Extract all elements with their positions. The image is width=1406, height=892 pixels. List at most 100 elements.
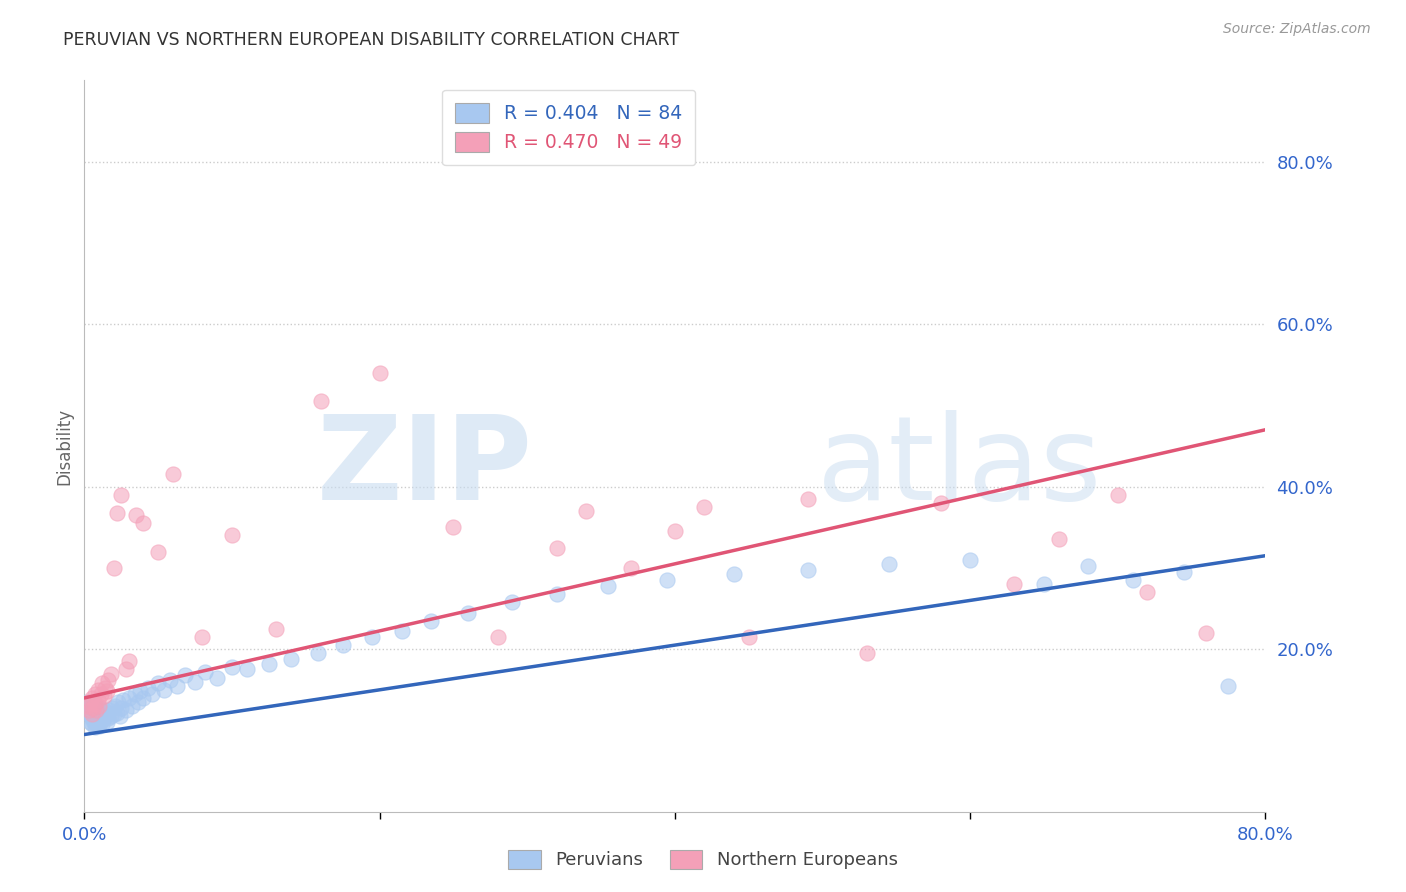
Point (86, 715, 108, 730)
Point (89, 719, 111, 733)
Point (132, 516, 155, 531)
Point (84, 717, 107, 731)
Point (89, 711, 111, 725)
Point (110, 700, 132, 714)
Point (79, 715, 101, 730)
Point (84, 703, 107, 717)
Point (194, 665, 217, 679)
Point (723, 567, 745, 582)
Point (796, 562, 818, 576)
Point (166, 679, 188, 693)
Point (141, 687, 163, 701)
Point (501, 595, 523, 609)
Text: ZIP: ZIP (318, 410, 533, 525)
Point (738, 630, 761, 644)
Point (307, 646, 329, 660)
Point (1136, 585, 1159, 599)
Point (664, 524, 686, 539)
Point (619, 561, 641, 575)
Point (486, 630, 509, 644)
Point (162, 467, 184, 482)
Point (598, 579, 620, 593)
Point (309, 394, 332, 409)
Point (91, 708, 114, 723)
Point (132, 690, 155, 705)
Point (257, 657, 280, 671)
Point (82, 700, 104, 714)
Point (1047, 533, 1070, 547)
Point (264, 622, 288, 636)
Point (1077, 559, 1099, 574)
Point (1195, 626, 1218, 640)
Point (90, 687, 112, 701)
Point (105, 506, 128, 520)
Point (82, 708, 104, 723)
Point (80, 706, 103, 720)
Point (89, 699, 111, 714)
Point (86, 682, 108, 697)
Point (98, 703, 121, 717)
Point (90, 706, 112, 720)
Point (221, 528, 243, 542)
Point (877, 557, 900, 571)
Point (929, 496, 952, 510)
Point (77, 703, 100, 717)
Point (110, 488, 132, 502)
Point (76, 699, 98, 714)
Point (94, 708, 117, 723)
Point (361, 630, 384, 644)
Point (855, 646, 877, 660)
Point (80, 698, 103, 712)
Text: Source: ZipAtlas.com: Source: ZipAtlas.com (1223, 22, 1371, 37)
Point (693, 500, 716, 514)
Point (114, 663, 136, 677)
Point (114, 703, 136, 717)
Point (457, 606, 479, 620)
Point (94, 681, 117, 696)
Point (93, 703, 115, 717)
Point (76, 695, 98, 709)
Point (103, 561, 125, 575)
Point (93, 690, 115, 704)
Point (100, 708, 122, 723)
Point (575, 504, 598, 518)
Point (153, 682, 176, 697)
Point (103, 707, 125, 722)
Point (420, 614, 443, 628)
Point (97, 711, 120, 725)
Point (118, 654, 141, 668)
Point (127, 695, 149, 709)
Point (124, 687, 146, 701)
Point (84, 703, 107, 717)
Point (84, 708, 107, 723)
Point (107, 695, 129, 709)
Point (83, 698, 105, 712)
Point (91, 676, 114, 690)
Point (159, 673, 181, 687)
Point (125, 508, 148, 522)
Point (368, 366, 391, 380)
Legend: Peruvians, Northern Europeans: Peruvians, Northern Europeans (499, 841, 907, 879)
Point (1004, 577, 1026, 591)
Point (1173, 565, 1195, 579)
Point (89, 700, 111, 714)
Point (79, 695, 101, 709)
Point (96, 715, 118, 730)
Point (83, 687, 105, 701)
Point (83, 699, 105, 714)
Point (80, 690, 103, 705)
Point (332, 638, 354, 652)
Point (97, 673, 120, 687)
Point (236, 663, 259, 677)
Point (111, 692, 134, 706)
Point (104, 699, 127, 714)
Point (657, 573, 679, 587)
Point (221, 660, 243, 674)
Point (82, 702, 104, 716)
Legend: R = 0.404   N = 84, R = 0.470   N = 49: R = 0.404 N = 84, R = 0.470 N = 49 (441, 90, 696, 165)
Point (108, 708, 131, 723)
Point (86, 692, 108, 706)
Point (546, 541, 568, 555)
Point (129, 684, 152, 698)
Point (90, 714, 112, 728)
